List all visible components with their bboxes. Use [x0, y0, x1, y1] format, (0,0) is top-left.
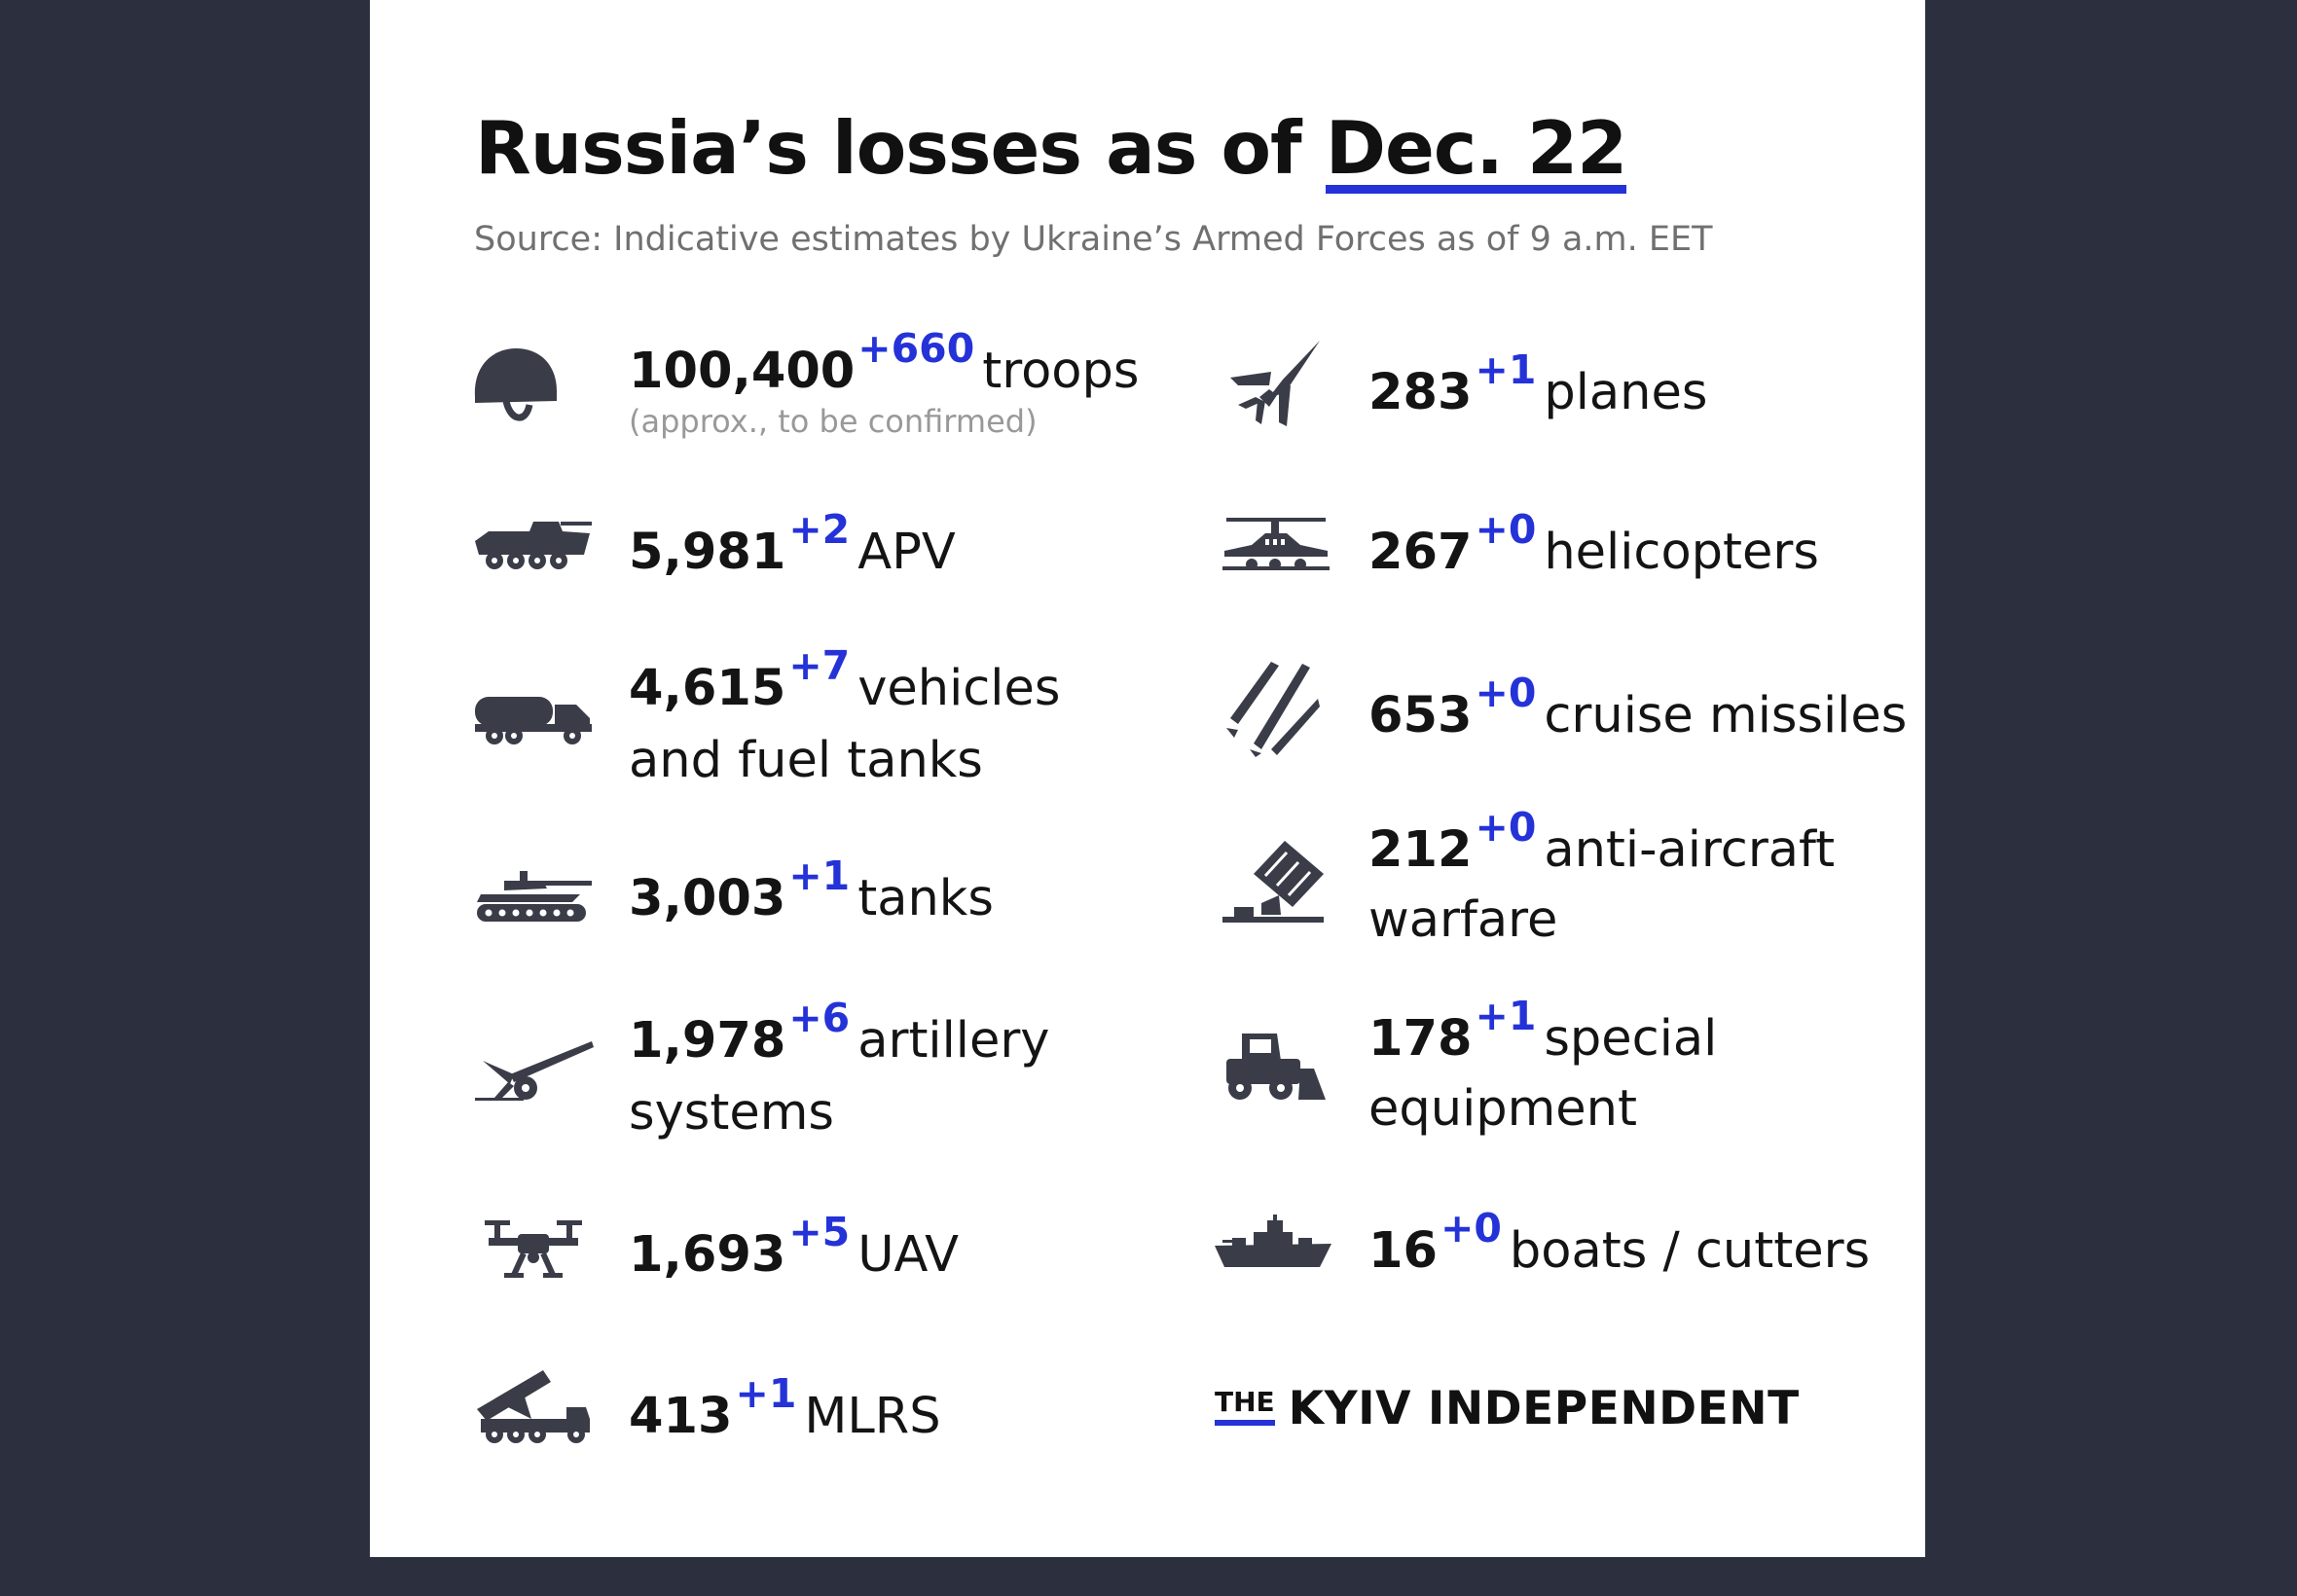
brand-the: THE [1215, 1386, 1275, 1426]
artillery-icon [475, 1039, 594, 1104]
stat-label: cruise missiles [1544, 687, 1908, 744]
stat-delta: +0 [1440, 1205, 1502, 1251]
helmet-icon [467, 343, 565, 430]
stat-value: 267 [1368, 524, 1473, 581]
stat-label: anti-aircraft [1544, 821, 1836, 879]
title-date: Dec. 22 [1325, 112, 1627, 194]
brand-name: KYIV INDEPENDENT [1288, 1382, 1800, 1435]
plane-icon [1226, 339, 1324, 432]
stat-label-2: equipment [1368, 1080, 1637, 1138]
stat-delta: +0 [1475, 670, 1537, 716]
mlrs-icon [473, 1366, 594, 1444]
brand-logo: THE KYIV INDEPENDENT [1215, 1382, 1800, 1435]
stat-label: APV [857, 524, 956, 581]
stat-value: 1,693 [629, 1226, 786, 1284]
stat-label: MLRS [804, 1388, 941, 1445]
stat-label: vehicles [857, 660, 1061, 717]
stat-delta: +0 [1475, 804, 1537, 851]
stat-value: 5,981 [629, 524, 786, 581]
stat-label: troops [982, 343, 1140, 400]
stat-delta: +6 [788, 995, 851, 1041]
stat-delta: +1 [1475, 346, 1537, 393]
fuel-truck-icon [475, 691, 594, 745]
stat-delta: +660 [857, 325, 975, 372]
stat-value: 100,400 [629, 343, 856, 400]
bulldozer-icon [1222, 1032, 1326, 1102]
stat-value: 283 [1368, 364, 1473, 421]
stat-label: UAV [857, 1226, 960, 1284]
stat-value: 16 [1368, 1222, 1438, 1280]
stat-label: special [1544, 1010, 1718, 1068]
stat-value: 4,615 [629, 660, 786, 717]
stat-delta: +1 [788, 852, 851, 899]
stat-delta: +2 [788, 506, 851, 553]
anti-aircraft-icon [1222, 839, 1324, 926]
troops-note: (approx., to be confirmed) [629, 403, 1038, 440]
title-prefix: Russia’s losses as of [475, 105, 1326, 191]
helicopter-icon [1222, 514, 1330, 578]
stat-label-2: systems [629, 1084, 834, 1142]
stat-label: artillery [857, 1012, 1050, 1070]
stat-delta: +1 [735, 1370, 797, 1417]
stat-delta: +7 [788, 642, 851, 689]
stat-delta: +5 [788, 1209, 851, 1255]
stat-label-2: warfare [1368, 891, 1558, 949]
infographic-card: Russia’s losses as of Dec. 22 Source: In… [370, 0, 1925, 1557]
stat-label-2: and fuel tanks [629, 732, 983, 789]
stat-value: 212 [1368, 821, 1473, 879]
tank-icon [475, 869, 594, 924]
stat-label: boats / cutters [1509, 1222, 1871, 1280]
stat-label: helicopters [1544, 524, 1819, 581]
stat-label: planes [1544, 364, 1708, 421]
apv-icon [475, 518, 592, 572]
stat-value: 3,003 [629, 870, 786, 927]
stat-value: 1,978 [629, 1012, 786, 1070]
stat-delta: +0 [1475, 506, 1537, 553]
drone-icon [485, 1216, 582, 1281]
page-title: Russia’s losses as of Dec. 22 [475, 105, 1627, 194]
stat-value: 653 [1368, 687, 1473, 744]
stat-value: 178 [1368, 1010, 1473, 1068]
source-note: Source: Indicative estimates by Ukraine’… [474, 220, 1713, 259]
stat-label: tanks [857, 870, 994, 927]
missiles-icon [1226, 660, 1320, 757]
stat-delta: +1 [1475, 993, 1537, 1039]
ship-icon [1215, 1215, 1331, 1273]
stat-value: 413 [629, 1388, 733, 1445]
